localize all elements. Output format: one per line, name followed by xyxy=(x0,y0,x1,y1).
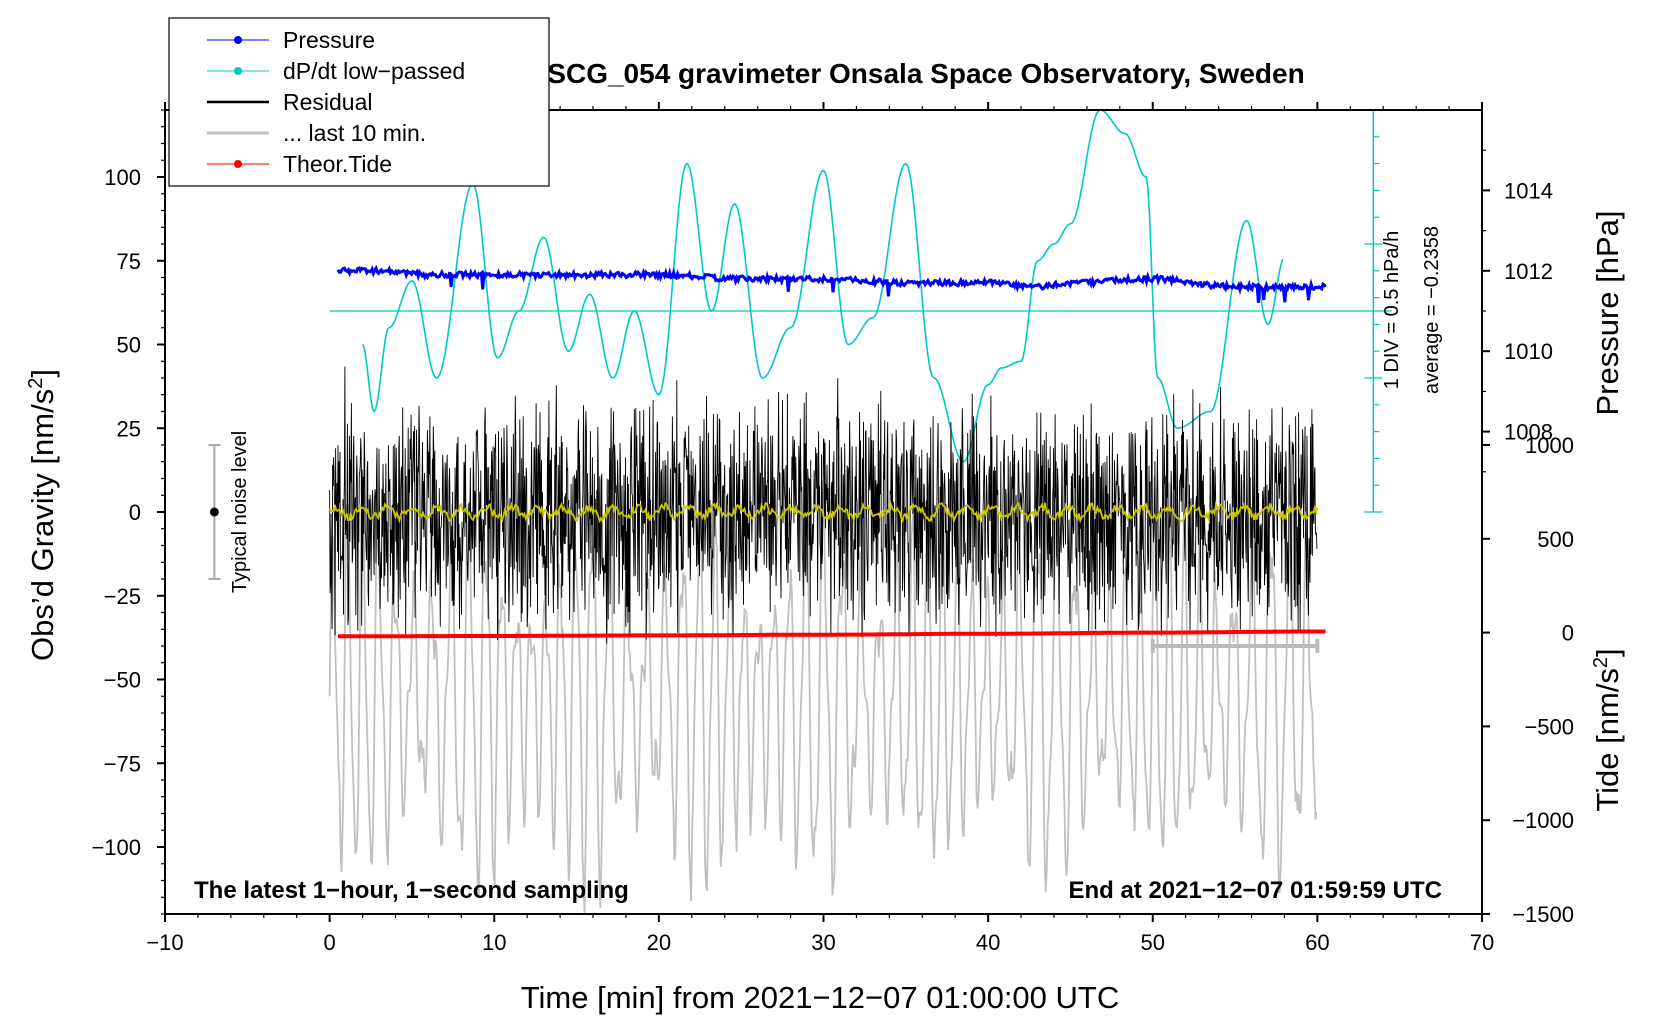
y-left-tick-label: −75 xyxy=(104,751,141,776)
x-tick-label: 20 xyxy=(647,930,671,955)
y-left-tick-label: −25 xyxy=(104,584,141,609)
x-tick-label: 60 xyxy=(1305,930,1329,955)
noise-bar-dot xyxy=(209,507,219,517)
y-axis-title-tide-sup: 2 xyxy=(1590,657,1612,668)
y-axis-title-tide: Tide [nm/s2] xyxy=(1590,648,1625,811)
annotation-end-time: End at 2021−12−07 01:59:59 UTC xyxy=(1068,877,1442,904)
y-axis-title-pressure: Pressure [hPa] xyxy=(1590,210,1625,415)
x-axis-title: Time [min] from 2021−12−07 01:00:00 UTC xyxy=(521,980,1120,1015)
y-axis-title-gravity-close: ] xyxy=(25,369,60,378)
tide-tick-label: 500 xyxy=(1537,527,1574,552)
pressure-tick-label: 1010 xyxy=(1504,339,1553,364)
y-axis-title-tide-main: Tide [nm/s xyxy=(1590,668,1625,812)
series-pressure-line xyxy=(336,264,1327,303)
x-tick-label: 70 xyxy=(1470,930,1494,955)
legend-label: Residual xyxy=(283,89,373,115)
annotation-sampling: The latest 1−hour, 1−second sampling xyxy=(194,877,629,904)
tide-tick-label: −1500 xyxy=(1512,902,1574,927)
legend-label: dP/dt low−passed xyxy=(283,58,465,84)
x-tick-label: 50 xyxy=(1141,930,1165,955)
tide-tick-label: 1000 xyxy=(1525,433,1574,458)
y-axis-title-tide-close: ] xyxy=(1590,648,1625,657)
series-residual-smoothed-line xyxy=(328,500,1319,524)
y-axis-title-gravity-sup: 2 xyxy=(25,378,47,389)
series-dpdt-line xyxy=(361,110,1284,463)
y-left-tick-label: 50 xyxy=(117,333,141,358)
y-axis-title-gravity-main: Obs’d Gravity [nm/s xyxy=(25,389,60,661)
dpdt-average-label: average = −0.2358 xyxy=(1421,226,1443,394)
series-tide-line xyxy=(337,629,1326,639)
legend-dot xyxy=(234,36,242,44)
x-tick-label: −10 xyxy=(146,930,183,955)
legend-dot xyxy=(234,67,242,75)
legend: Pressure dP/dt low−passed Residual ... last… xyxy=(168,17,550,187)
pressure-tick-label: 1012 xyxy=(1504,259,1553,284)
x-tick-label: 40 xyxy=(976,930,1000,955)
y-left-tick-label: −100 xyxy=(91,835,141,860)
y-left-tick-label: 25 xyxy=(117,416,141,441)
y-left-tick-label: −50 xyxy=(104,668,141,693)
clipped-series xyxy=(328,110,1392,914)
noise-level-label: Typical noise level xyxy=(229,431,251,593)
y-left-tick-label: 0 xyxy=(129,500,141,525)
series-residual-line xyxy=(329,366,1318,644)
tide-tick-label: 0 xyxy=(1562,621,1574,646)
legend-label: Theor.Tide xyxy=(283,151,392,177)
axes-layer: −10 0 10 20 30 40 50 60 70−100−75−50−25025507510… xyxy=(91,102,1574,955)
x-tick-label: 10 xyxy=(482,930,506,955)
legend-dot xyxy=(234,160,242,168)
tide-tick-label: −500 xyxy=(1524,714,1574,739)
chart-title: SCG_054 gravimeter Onsala Space Observat… xyxy=(547,58,1304,89)
dpdt-div-label: 1 DIV = 0.5 hPa/h xyxy=(1381,231,1403,389)
x-tick-label: 30 xyxy=(811,930,835,955)
y-left-tick-label: 75 xyxy=(117,249,141,274)
legend-label: Pressure xyxy=(283,27,375,53)
series-layer xyxy=(208,109,1392,914)
y-axis-title-gravity: Obs’d Gravity [nm/s2] xyxy=(25,369,60,661)
tide-tick-label: −1000 xyxy=(1512,808,1574,833)
pressure-tick-label: 1014 xyxy=(1504,178,1553,203)
y-left-tick-label: 100 xyxy=(104,165,141,190)
pressure-tick-label: 1008 xyxy=(1504,420,1553,445)
legend-label: ... last 10 min. xyxy=(283,120,426,146)
x-tick-label: 0 xyxy=(324,930,336,955)
